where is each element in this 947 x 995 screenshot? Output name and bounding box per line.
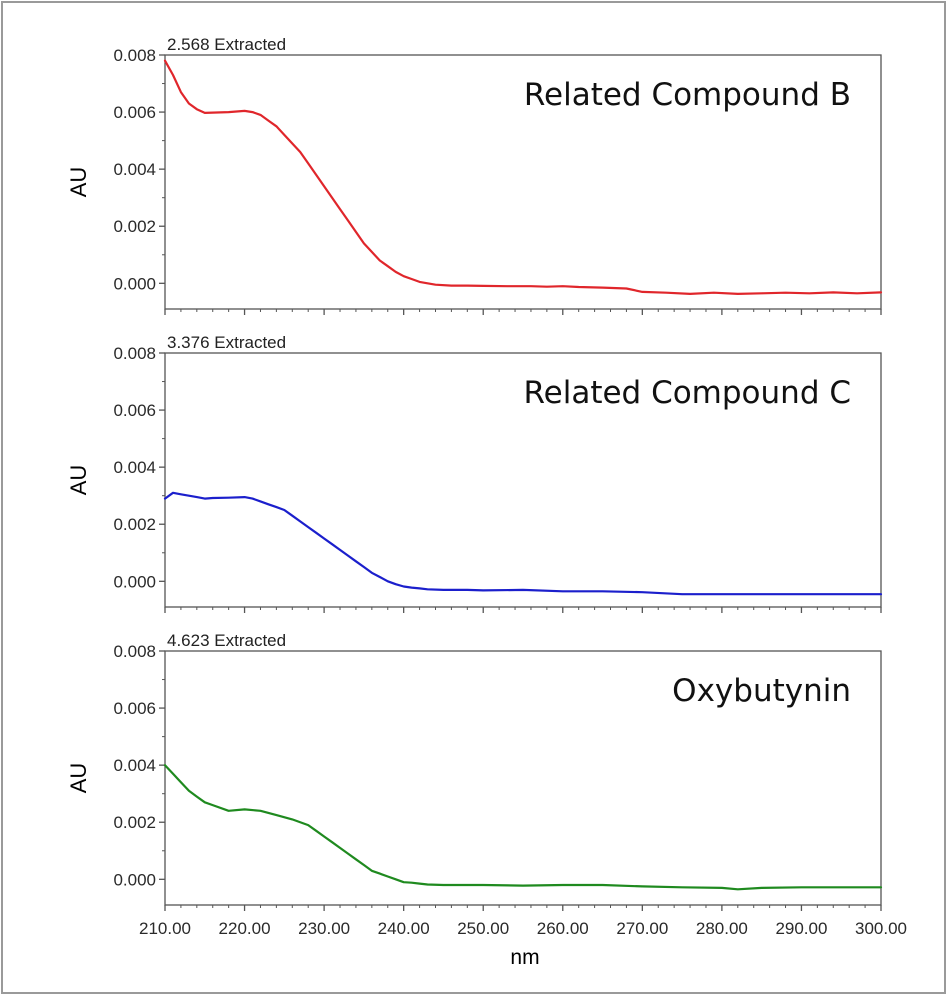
x-tick-label: 210.00 [139,919,191,938]
series-line-related-compound-b [163,59,883,295]
y-axis-label: AU [66,763,91,794]
y-tick-label: 0.008 [113,642,156,661]
y-tick-label: 0.000 [113,572,156,591]
uv-spectra-figure: 2.568 Extracted 0.008 0.006 0.004 0.002 0.000… [66,35,907,969]
y-tick-label: 0.002 [113,813,156,832]
y-tick-label: 0.006 [113,699,156,718]
plot-area [164,352,882,608]
y-tick-label: 0.004 [113,160,156,179]
y-axis-label: AU [66,465,91,496]
y-tick-label: 0.006 [113,103,156,122]
chart-panel-2: 3.376 Extracted 0.008 0.006 0.004 0.002 0.000… [66,333,883,613]
x-axis-label: nm [510,946,539,969]
panel-title: 4.623 Extracted [167,631,286,650]
x-tick-label: 280.00 [696,919,748,938]
y-tick-label: 0.006 [113,401,156,420]
x-tick-label: 270.00 [616,919,668,938]
y-tick-label: 0.002 [113,217,156,236]
y-tick-label: 0.008 [113,46,156,65]
y-axis-label: AU [66,167,91,198]
panel-title: 3.376 Extracted [167,333,286,352]
panel-title: 2.568 Extracted [167,35,286,54]
series-line-oxybutynin [163,764,883,891]
x-tick-label: 260.00 [537,919,589,938]
y-tick-label: 0.004 [113,756,156,775]
y-tick-label: 0.002 [113,515,156,534]
compound-annotation: Related Compound B [524,77,851,113]
chart-panel-1: 2.568 Extracted 0.008 0.006 0.004 0.002 0.000… [66,35,883,315]
y-tick-label: 0.000 [113,870,156,889]
compound-annotation: Oxybutynin [672,673,851,709]
x-tick-label: 230.00 [298,919,350,938]
x-tick-label: 240.00 [378,919,430,938]
x-tick-label: 290.00 [775,919,827,938]
x-tick-label: 220.00 [219,919,271,938]
x-tick-label: 250.00 [457,919,509,938]
y-tick-label: 0.004 [113,458,156,477]
plot-area [164,54,882,310]
plot-area [164,650,882,906]
y-tick-label: 0.008 [113,344,156,363]
x-tick-label: 300.00 [855,919,907,938]
compound-annotation: Related Compound C [523,375,851,411]
y-tick-label: 0.000 [113,274,156,293]
series-line-related-compound-c [163,491,883,596]
chart-panel-3: 4.623 Extracted 0.008 0.006 0.004 0.002 0.000… [66,631,907,969]
